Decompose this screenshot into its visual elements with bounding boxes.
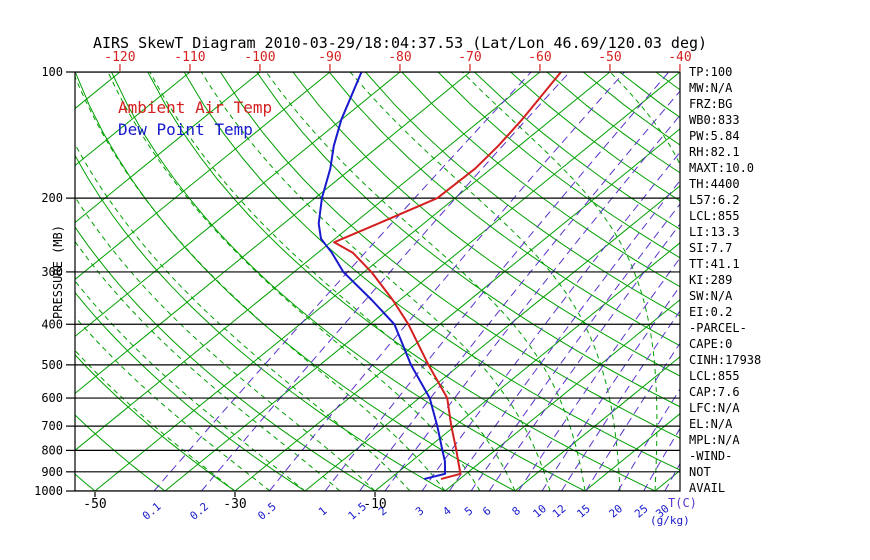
plot-frame xyxy=(74,71,681,492)
stat-line: -WIND- xyxy=(689,449,733,463)
stat-line: EL:N/A xyxy=(689,417,733,431)
mixing-ratio-tick-label: 20 xyxy=(607,502,626,520)
plot-grid xyxy=(75,72,680,491)
mixing-ratio-tick-label: 3 xyxy=(413,504,426,518)
temp-axis-unit-label: T(C) xyxy=(668,496,697,510)
mixing-ratio-unit-label: (g/kg) xyxy=(650,514,690,527)
stat-line: SI:7.7 xyxy=(689,241,733,255)
mixing-ratio-tick-label: 0.1 xyxy=(140,500,164,523)
mixing-ratio-tick-label: 1 xyxy=(316,504,329,518)
stat-line: AVAIL xyxy=(689,481,726,495)
stat-line: KI:289 xyxy=(689,273,733,287)
stat-line: CAPE:0 xyxy=(689,337,733,351)
temperature-profile-line xyxy=(333,72,562,480)
pressure-axis-label: PRESSURE (MB) xyxy=(51,225,65,319)
stat-line: SW:N/A xyxy=(689,289,733,303)
stat-line: TH:4400 xyxy=(689,177,740,191)
top-temp-tick-label: -120 xyxy=(104,50,135,65)
mixing-ratio-tick-label: 6 xyxy=(480,504,493,518)
pressure-tick-label: 100 xyxy=(41,65,63,79)
top-temp-tick-label: -80 xyxy=(388,50,411,65)
stat-line: LCL:855 xyxy=(689,369,740,383)
stat-line: -PARCEL- xyxy=(689,321,747,335)
mixing-ratio-tick-label: 12 xyxy=(550,502,569,520)
top-temp-tick-label: -110 xyxy=(174,50,205,65)
mixing-ratio-tick-label: 15 xyxy=(574,502,593,520)
pressure-tick-label: 900 xyxy=(41,465,63,479)
stat-line: FRZ:BG xyxy=(689,97,733,111)
bottom-temp-tick-label: -10 xyxy=(363,497,386,512)
stat-line: LFC:N/A xyxy=(689,401,740,415)
pressure-tick-label: 600 xyxy=(41,391,63,405)
stat-line: PW:5.84 xyxy=(689,129,740,143)
mixing-ratio-tick-label: 10 xyxy=(530,502,549,520)
mixing-ratio-tick-label: 8 xyxy=(510,504,523,518)
top-temp-tick-label: -70 xyxy=(458,50,481,65)
pressure-tick-label: 800 xyxy=(41,443,63,457)
stat-line: LI:13.3 xyxy=(689,225,740,239)
top-temp-tick-label: -50 xyxy=(598,50,621,65)
top-temp-tick-label: -40 xyxy=(668,50,691,65)
isobar-lines xyxy=(75,72,680,491)
stat-line: LCL:855 xyxy=(689,209,740,223)
stat-line: MW:N/A xyxy=(689,81,733,95)
mixing-ratio-tick-label: 4 xyxy=(440,504,454,518)
mixing-ratio-tick-label: 0.5 xyxy=(255,500,279,523)
mixing-ratio-tick-label: 5 xyxy=(462,504,475,518)
stat-line: MPL:N/A xyxy=(689,433,740,447)
dry-adiabat-lines xyxy=(75,72,680,491)
legend-dew-point-temp: Dew Point Temp xyxy=(118,120,253,139)
stat-line: TP:100 xyxy=(689,65,733,79)
stats-panel: TP:100 MW:N/A FRZ:BG WB0:833 PW:5.84 RH:82.1 M… xyxy=(689,64,761,496)
bottom-temp-tick-label: -50 xyxy=(83,497,106,512)
stat-line: NOT xyxy=(689,465,711,479)
mixing-ratio-lines xyxy=(153,72,680,491)
pressure-tick-label: 1000 xyxy=(34,484,63,498)
stat-line: WB0:833 xyxy=(689,113,740,127)
stat-line: MAXT:10.0 xyxy=(689,161,755,175)
bottom-temp-tick-label: -30 xyxy=(223,497,246,512)
stat-line: CINH:17938 xyxy=(689,353,762,367)
top-temp-tick-label: -90 xyxy=(318,50,341,65)
page-title: AIRS SkewT Diagram 2010-03-29/18:04:37.5… xyxy=(92,34,708,52)
sounding-profiles xyxy=(317,72,562,480)
top-temp-tick-label: -60 xyxy=(528,50,551,65)
stat-line: TT:41.1 xyxy=(689,257,740,271)
dewpoint-profile-line xyxy=(317,72,447,480)
pressure-tick-label: 500 xyxy=(41,358,63,372)
moist-adiabat-lines xyxy=(75,72,680,491)
mixing-ratio-tick-label: 2 xyxy=(376,504,389,518)
mixing-ratio-tick-label: 0.2 xyxy=(187,500,211,523)
pressure-tick-label: 400 xyxy=(41,317,63,331)
pressure-tick-label: 300 xyxy=(41,265,63,279)
stat-line: CAP:7.6 xyxy=(689,385,740,399)
legend-ambient-air-temp: Ambient Air Temp xyxy=(118,98,273,117)
stat-line: L57:6.2 xyxy=(689,193,740,207)
top-temp-tick-label: -100 xyxy=(244,50,275,65)
pressure-tick-label: 700 xyxy=(41,419,63,433)
pressure-tick-label: 200 xyxy=(41,191,63,205)
mixing-ratio-tick-label: 25 xyxy=(632,502,651,520)
stat-line: RH:82.1 xyxy=(689,145,740,159)
stat-line: EI:0.2 xyxy=(689,305,733,319)
